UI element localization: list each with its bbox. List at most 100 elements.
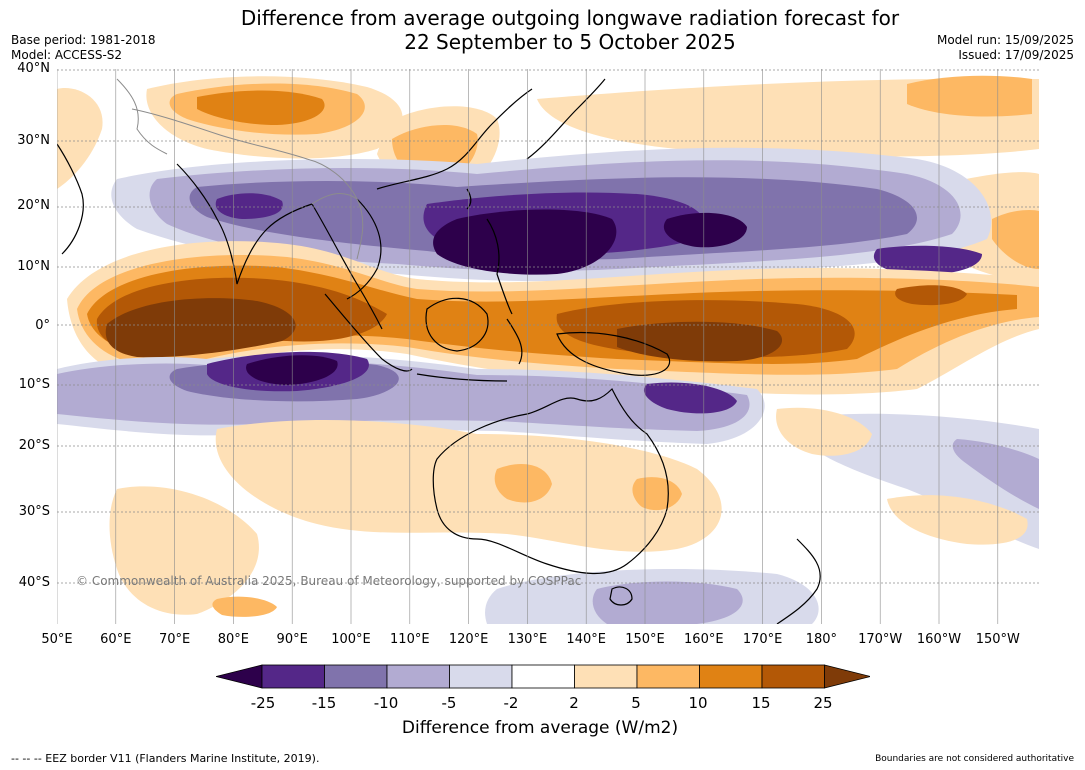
lat-label-10n: 10°N — [17, 259, 50, 274]
lon-label: 150°W — [975, 632, 1020, 647]
anomaly-p10-tibet — [197, 90, 325, 125]
border-myanmar — [311, 193, 364, 260]
anomaly-d15-bay-of-bengal — [215, 193, 283, 219]
lat-label-equator: 0° — [35, 318, 50, 333]
anomaly-p5-australia-west — [494, 464, 552, 503]
colorbar-cell — [511, 664, 575, 689]
colorbar — [216, 664, 870, 689]
anomaly-p5-south-indian — [212, 596, 277, 617]
issued-date: Issued: 17/09/2025 — [958, 48, 1074, 62]
lat-label-40n: 40°N — [17, 61, 50, 76]
lon-label: 170°E — [742, 632, 783, 647]
copyright-notice: © Commonwealth of Australia 2025, Bureau… — [76, 574, 582, 588]
colorbar-cell — [216, 664, 263, 689]
country-borders — [116, 78, 364, 260]
coast-arabia — [57, 143, 84, 255]
anomaly-p2-tasman — [776, 407, 872, 456]
lon-label: 60°E — [100, 632, 132, 647]
lon-label: 170°W — [858, 632, 903, 647]
colorbar-label-m2: -2 — [503, 694, 519, 712]
anomaly-d25-south-indian — [246, 355, 338, 385]
title-line-1: Difference from average outgoing longwav… — [240, 6, 900, 30]
lon-label: 180° — [805, 632, 838, 647]
lon-label: 120°E — [448, 632, 489, 647]
colorbar-cell — [824, 664, 870, 689]
coast-philippines — [486, 218, 513, 315]
colorbar-label-m25: -25 — [250, 694, 276, 712]
coast-new-guinea — [556, 331, 671, 376]
colorbar-cell — [636, 664, 700, 689]
colorbar-cell — [761, 664, 825, 689]
lon-label: 50°E — [41, 632, 73, 647]
lon-label: 140°E — [566, 632, 606, 647]
lon-label: 100°E — [331, 632, 371, 647]
colorbar-cell — [699, 664, 763, 689]
coast-taiwan — [466, 188, 472, 210]
meta-right: Model run: 15/09/2025 Issued: 17/09/2025 — [937, 33, 1074, 63]
lon-label: 70°E — [158, 632, 191, 647]
colorbar-cell — [261, 664, 325, 689]
model-run: Model run: 15/09/2025 — [936, 33, 1074, 47]
eez-note: -- -- -- EEZ border V11 (Flanders Marine… — [11, 752, 320, 765]
colorbar-label-25: 25 — [813, 694, 833, 712]
anomaly-p25-indian — [105, 298, 296, 358]
coast-borneo — [425, 297, 489, 352]
lon-label: 80°E — [217, 632, 250, 647]
colorbar-label-2: 2 — [569, 694, 579, 712]
lat-label-40s: 40°S — [18, 575, 50, 590]
lat-label-30s: 30°S — [18, 504, 50, 519]
lon-label: 110°E — [390, 632, 430, 647]
anomaly-p15-central-east — [895, 285, 967, 306]
colorbar-title: Difference from average (W/m2) — [401, 718, 679, 738]
border-himalaya — [131, 108, 358, 200]
coast-vietnam — [346, 198, 382, 300]
coast-china — [376, 88, 533, 190]
coast-new-zealand — [776, 538, 821, 624]
colorbar-label-m15: -15 — [311, 694, 337, 712]
anomaly-p2-south-pacific-east — [887, 495, 1028, 545]
colorbar-label-m10: -10 — [373, 694, 399, 712]
meta-left: Base period: 1981-2018 Model: ACCESS-S2 — [11, 33, 156, 63]
colorbar-cell — [324, 664, 388, 689]
coast-sulawesi — [506, 318, 523, 365]
coast-japan — [526, 78, 606, 160]
coast-java — [416, 373, 508, 382]
lat-label-10s: 10°S — [18, 377, 50, 392]
colorbar-label-m5: -5 — [441, 694, 457, 712]
anomaly-d25-philippine-sea — [433, 209, 617, 275]
anomaly-p5-north-pacific — [907, 75, 1032, 117]
lon-label: 160°E — [684, 632, 724, 647]
olr-anomaly-map — [57, 69, 1039, 624]
anomaly-d15-coral-sea — [643, 382, 737, 414]
colorbar-cell — [449, 664, 513, 689]
anomaly-d25-central-north — [663, 212, 747, 248]
coast-tasmania — [609, 586, 633, 606]
anomaly-d5-south-pacific — [952, 439, 1039, 509]
lon-label: 150°E — [625, 632, 665, 647]
colorbar-label-5: 5 — [631, 694, 641, 712]
anomaly-p25-pacific — [617, 321, 783, 362]
lat-label-30n: 30°N — [17, 133, 50, 148]
lat-label-20n: 20°N — [17, 198, 50, 213]
colorbar-label-10: 10 — [688, 694, 708, 712]
colorbar-cell — [386, 664, 450, 689]
coast-india — [176, 163, 313, 285]
border-china-west — [116, 78, 168, 155]
base-period: Base period: 1981-2018 — [11, 33, 156, 47]
model-name: Model: ACCESS-S2 — [11, 48, 123, 62]
lon-label: 130°E — [507, 632, 548, 647]
anomaly-p5-east-pacific — [992, 209, 1039, 269]
title-line-2: 22 September to 5 October 2025 — [404, 30, 736, 54]
lon-label: 90°E — [276, 632, 308, 647]
coast-indochina — [311, 203, 383, 330]
colorbar-label-15: 15 — [751, 694, 771, 712]
map-title: Difference from average outgoing longwav… — [170, 6, 970, 54]
colorbar-cell — [574, 664, 638, 689]
anomaly-d15-central-pacific — [873, 245, 982, 275]
lat-label-20s: 20°S — [18, 438, 50, 453]
coastlines — [57, 78, 821, 624]
anomaly-field — [57, 75, 1039, 624]
coast-sumatra — [324, 293, 413, 372]
lon-label: 160°W — [916, 632, 962, 647]
graticule-longitude — [57, 69, 999, 624]
